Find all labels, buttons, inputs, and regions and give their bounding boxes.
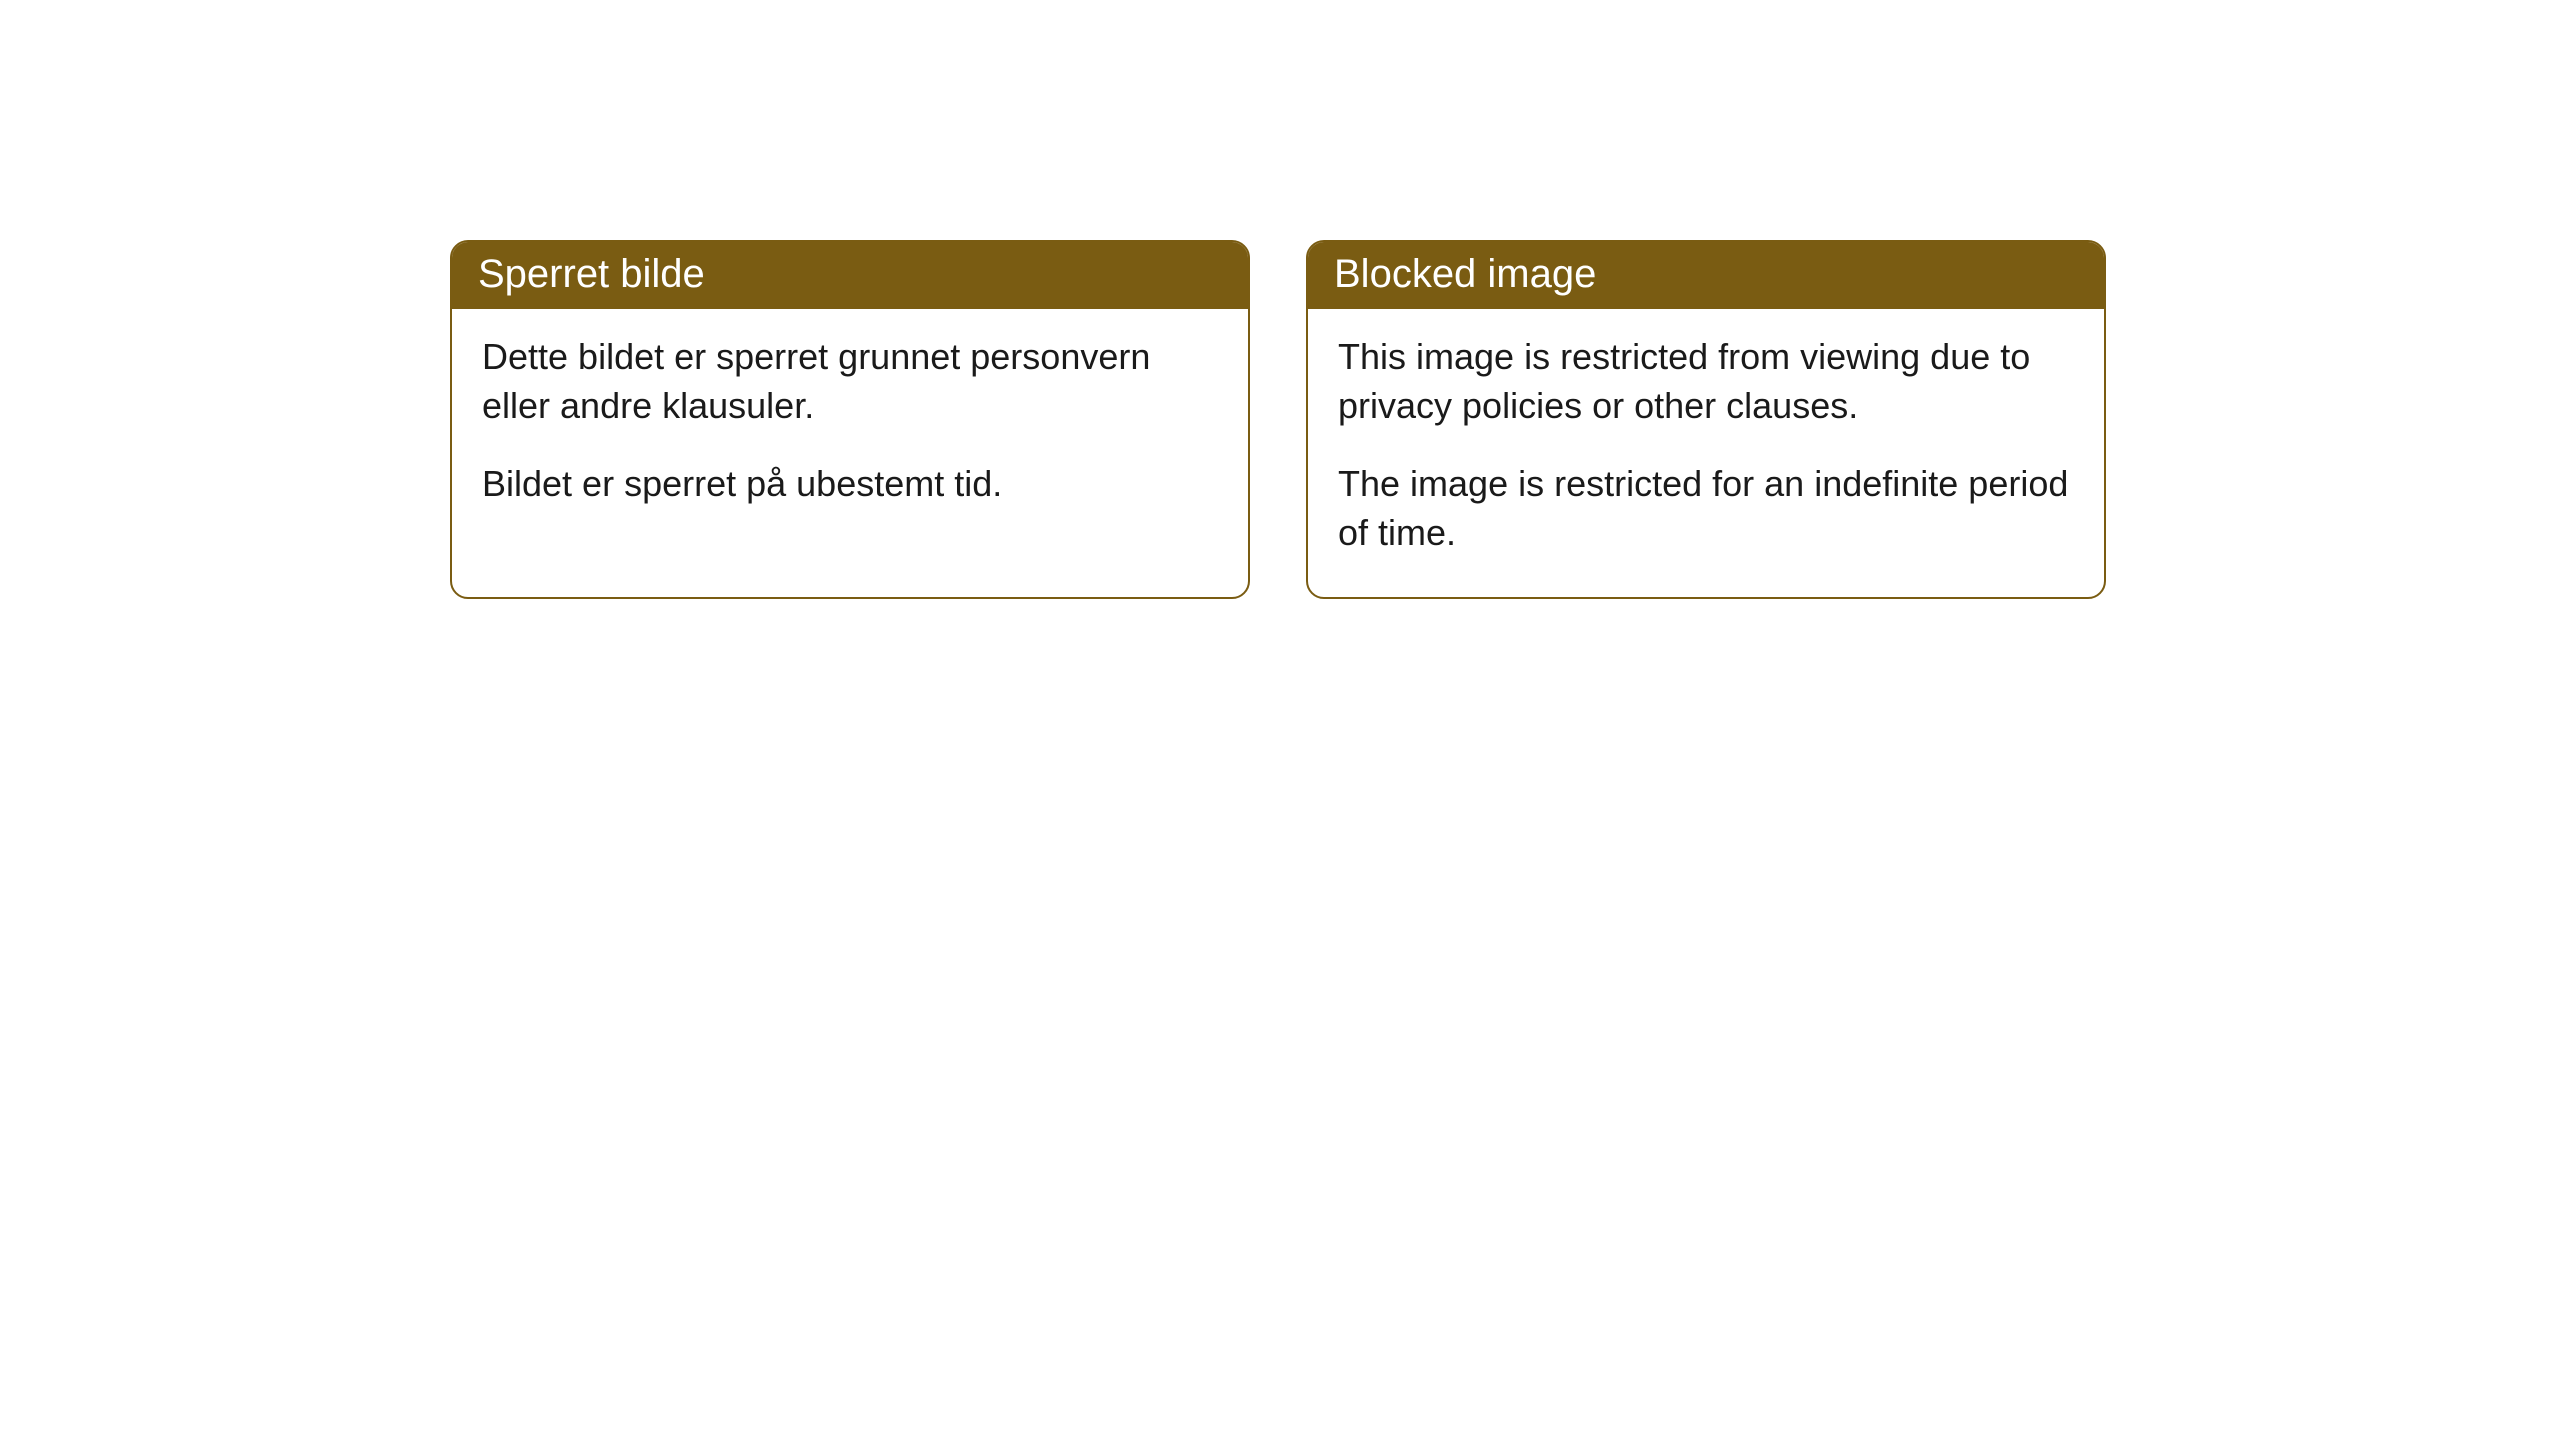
card-paragraph: Bildet er sperret på ubestemt tid.	[482, 460, 1218, 509]
card-body-norwegian: Dette bildet er sperret grunnet personve…	[452, 309, 1248, 549]
card-header-norwegian: Sperret bilde	[452, 242, 1248, 309]
card-english: Blocked image This image is restricted f…	[1306, 240, 2106, 599]
cards-container: Sperret bilde Dette bildet er sperret gr…	[450, 240, 2560, 599]
card-header-english: Blocked image	[1308, 242, 2104, 309]
card-body-english: This image is restricted from viewing du…	[1308, 309, 2104, 597]
card-paragraph: The image is restricted for an indefinit…	[1338, 460, 2074, 557]
card-norwegian: Sperret bilde Dette bildet er sperret gr…	[450, 240, 1250, 599]
card-paragraph: This image is restricted from viewing du…	[1338, 333, 2074, 430]
card-paragraph: Dette bildet er sperret grunnet personve…	[482, 333, 1218, 430]
